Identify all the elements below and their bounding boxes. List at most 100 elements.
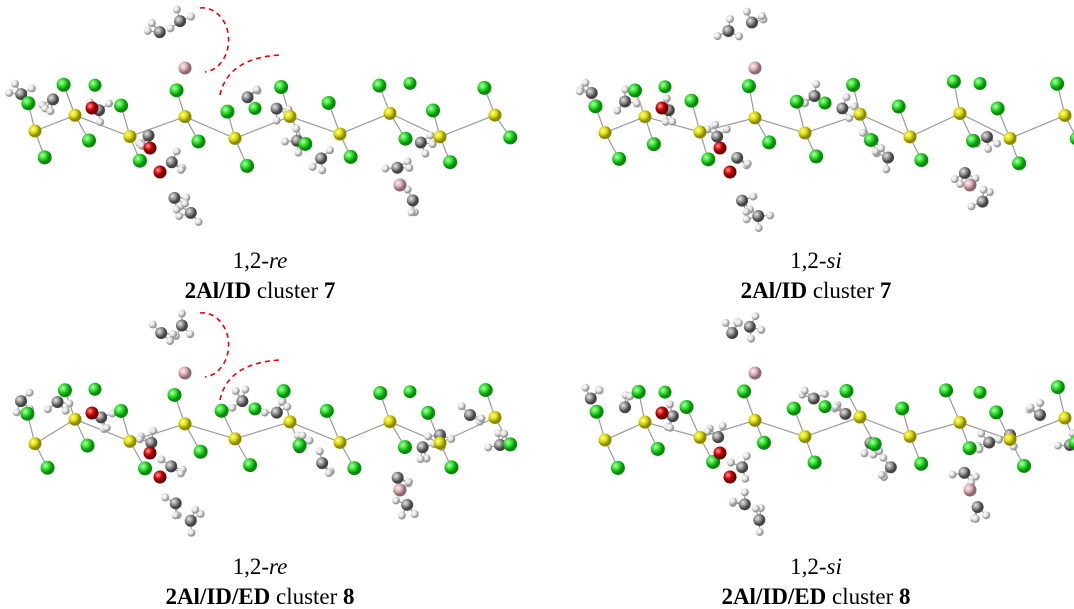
hydrogen — [148, 19, 156, 27]
carbon — [809, 90, 821, 102]
prefix: 1,2- — [233, 248, 269, 273]
hydrogen — [173, 6, 181, 14]
carbon — [667, 410, 679, 422]
stereo: si — [827, 554, 842, 579]
bond — [910, 113, 960, 136]
carbon — [736, 461, 748, 473]
hydrogen — [46, 107, 54, 115]
hydrogen — [666, 400, 674, 408]
chlorine — [38, 150, 52, 164]
hydrogen — [261, 409, 269, 417]
chlorine — [762, 135, 776, 149]
stereo: si — [827, 248, 842, 273]
hydrogen — [714, 32, 722, 40]
chlorine — [701, 152, 715, 166]
silicon — [1059, 411, 1072, 424]
hydrogen — [663, 94, 671, 102]
hydrogen — [103, 424, 111, 432]
hydrogen — [195, 218, 203, 226]
silicon — [334, 436, 347, 449]
bond — [130, 117, 185, 137]
hydrogen — [877, 144, 885, 152]
chlorine — [444, 460, 458, 474]
highlight-arc — [220, 55, 280, 95]
hydrogen — [253, 86, 261, 94]
silicon — [799, 430, 812, 443]
aluminum — [179, 62, 192, 75]
chlorine — [1050, 77, 1064, 91]
silicon — [854, 108, 867, 121]
hydrogen — [273, 117, 281, 125]
silicon — [1059, 109, 1072, 122]
caption-line-1: 1,2-si — [556, 552, 1074, 582]
hydrogen — [744, 160, 752, 168]
chlorine — [892, 100, 906, 114]
hydrogen — [411, 510, 419, 518]
chlorine — [895, 401, 909, 415]
chlorine — [82, 134, 96, 148]
hydrogen — [306, 437, 314, 445]
bond — [340, 113, 390, 134]
text: cluster — [276, 584, 337, 609]
hydrogen — [173, 147, 181, 155]
chlorine — [947, 75, 961, 89]
hydrogen — [743, 215, 751, 223]
hydrogen — [722, 319, 730, 327]
hydrogen — [166, 24, 174, 32]
chlorine — [503, 437, 517, 451]
hydrogen — [743, 8, 751, 16]
carbon — [155, 327, 167, 339]
hydrogen — [325, 469, 333, 477]
caption: 1,2-si 2Al/ID/EDcluster8 — [556, 552, 1074, 609]
chlorine — [742, 79, 756, 93]
hydrogen — [169, 330, 177, 338]
carbon — [726, 327, 738, 339]
carbon — [744, 321, 756, 333]
chlorine — [589, 99, 603, 113]
hydrogen — [751, 312, 759, 320]
hydrogen — [949, 471, 957, 479]
hydrogen — [178, 310, 186, 318]
carbon — [712, 431, 724, 443]
hydrogen — [318, 166, 326, 174]
text: cluster — [257, 278, 318, 303]
caption-line-1: 1,2-si — [556, 246, 1074, 276]
stereo: re — [269, 248, 287, 273]
hydrogen — [980, 186, 988, 194]
silicon — [489, 109, 502, 122]
carbon — [752, 210, 764, 222]
chlorine — [659, 80, 672, 93]
carbon — [391, 162, 403, 174]
prefix: 1,2- — [790, 248, 826, 273]
chlorine — [991, 101, 1005, 115]
hydrogen — [228, 404, 236, 412]
prefix: 1,2- — [790, 554, 826, 579]
hydrogen — [281, 138, 289, 146]
hydrogen — [596, 386, 604, 394]
chlorine — [89, 79, 102, 92]
silicon — [639, 416, 652, 429]
chlorine — [590, 405, 604, 419]
carbon — [415, 137, 427, 149]
caption-line-1: 1,2-re — [0, 246, 520, 276]
hydrogen — [500, 430, 508, 438]
silicon — [694, 126, 707, 139]
hydrogen — [735, 319, 743, 327]
bond — [440, 115, 495, 137]
chlorine — [58, 383, 72, 397]
silicon — [229, 432, 242, 445]
carbon — [271, 407, 283, 419]
carbon — [316, 457, 328, 469]
label: 2Al/ID — [741, 278, 807, 303]
bond — [185, 117, 235, 139]
bond — [860, 417, 910, 436]
highlight-arc — [200, 8, 229, 72]
hydrogen — [283, 403, 291, 411]
hydrogen — [860, 449, 868, 457]
hydrogen — [62, 407, 70, 415]
carbon — [722, 25, 734, 37]
chlorine — [344, 150, 358, 164]
